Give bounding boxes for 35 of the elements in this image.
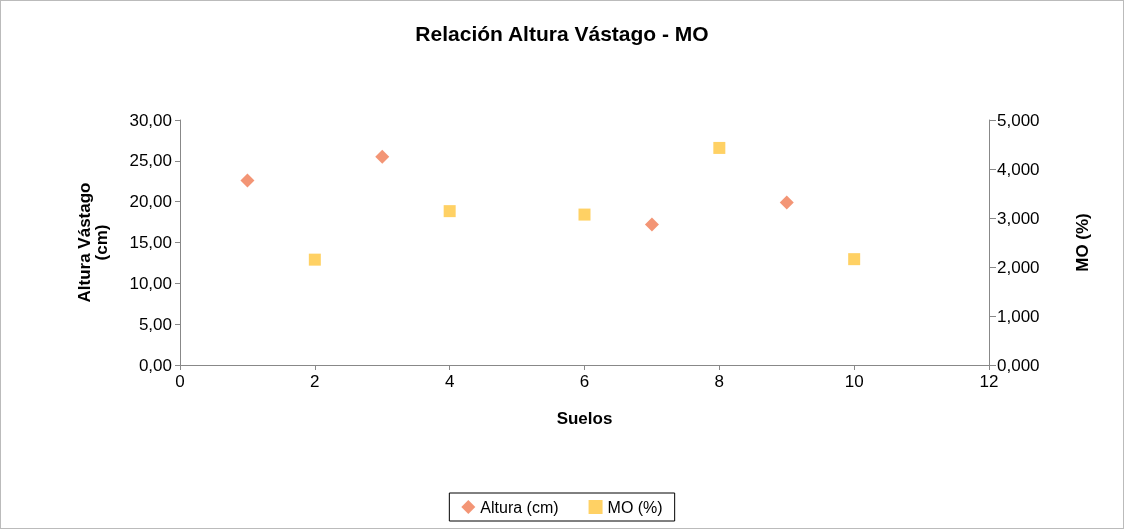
point — [848, 253, 861, 266]
y-tick-label: 10,00 — [129, 273, 172, 293]
point — [308, 253, 321, 266]
y-tick-label: 20,00 — [129, 192, 172, 212]
y-tick-label: 25,00 — [129, 151, 172, 171]
point — [240, 173, 255, 188]
point — [443, 205, 456, 218]
x-tick-label: 4 — [444, 372, 455, 391]
x-tick-label: 0 — [175, 372, 185, 391]
point — [375, 149, 390, 164]
y2-axis-title: MO (%) — [1073, 213, 1092, 272]
x-tick-label: 2 — [310, 372, 320, 391]
x-tick-label: 6 — [579, 372, 590, 391]
y2-tick-label: 2,000 — [997, 257, 1040, 277]
point — [644, 217, 659, 232]
legend-label: Altura (cm) — [480, 498, 559, 516]
y2-tick-label: 5,000 — [997, 110, 1040, 130]
y2-tick-label: 3,000 — [997, 208, 1040, 228]
y2-tick-label: 4,000 — [997, 159, 1040, 179]
y-tick-label: 0,00 — [138, 355, 172, 375]
legend-label: MO (%) — [607, 498, 663, 516]
y-tick-label: 5,00 — [138, 314, 172, 334]
y2-tick-label: 0,000 — [997, 355, 1040, 375]
point — [578, 208, 591, 221]
point — [779, 195, 794, 210]
y-tick-label: 15,00 — [129, 233, 172, 252]
x-tick-label: 10 — [844, 372, 864, 391]
y-axis-title: Altura Vástago (cm) — [75, 182, 111, 303]
x-axis-title: Suelos — [556, 409, 613, 428]
point — [713, 141, 726, 154]
y-tick-label: 30,00 — [129, 110, 172, 130]
x-tick-label: 8 — [714, 372, 725, 391]
chart-title: Relación Altura Vástago - MO — [415, 22, 709, 45]
x-tick-label: 12 — [979, 372, 999, 391]
y2-tick-label: 1,000 — [997, 306, 1040, 326]
